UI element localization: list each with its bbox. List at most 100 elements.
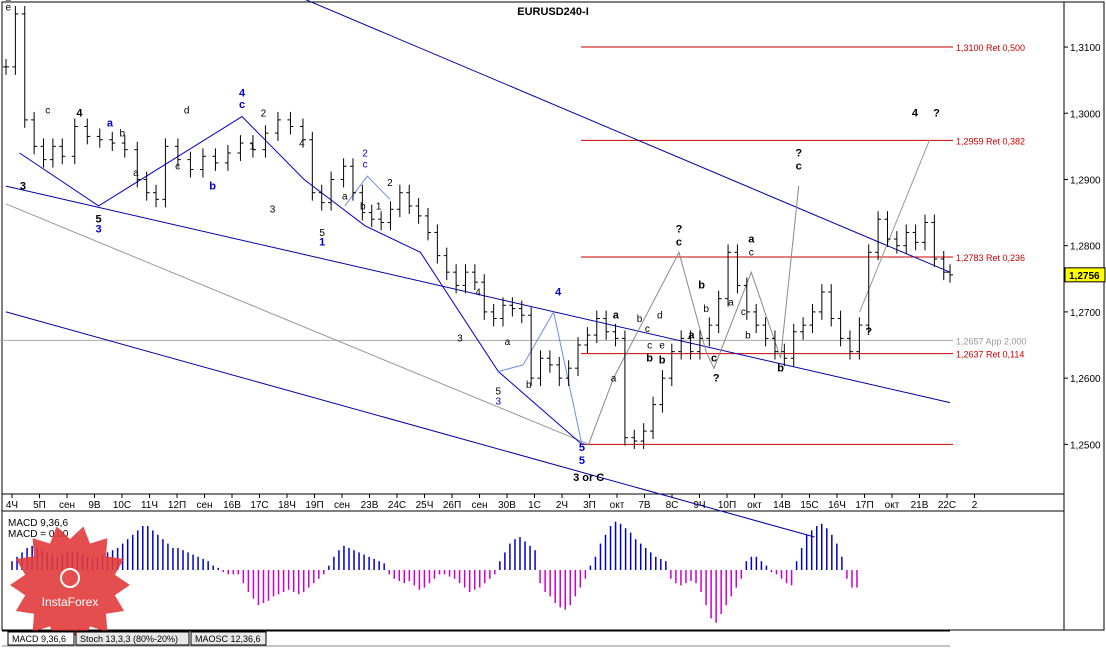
wave-label: 3 (496, 397, 502, 408)
wave-label: 2 (362, 148, 368, 159)
x-tick-label: сен (334, 500, 350, 511)
wave-label: ? (795, 147, 802, 159)
wave-label: a (107, 118, 114, 130)
wave-label: 5 (496, 387, 502, 398)
y-tick-label: 1,3000 (1070, 109, 1101, 120)
wave-label: 5 (579, 442, 585, 454)
x-tick-label: 1С (528, 500, 541, 511)
channel-line (5, 311, 815, 538)
window-frame (1, 1, 1105, 631)
wave-label: 3 (457, 334, 463, 345)
wave-label: b (526, 380, 532, 391)
y-tick-label: 1,2800 (1070, 242, 1101, 253)
y-tick-label: 1,2500 (1070, 440, 1101, 451)
wave-label: a (728, 297, 734, 308)
tab-maosc[interactable] (190, 631, 267, 646)
wave-label: 2 (261, 109, 267, 120)
logo-text: InstaForex (42, 595, 99, 609)
wave-label: 3 (96, 223, 102, 235)
x-tick-label: 16В (223, 500, 241, 511)
wave-label: c (647, 340, 652, 351)
wave-label: c (796, 161, 802, 173)
app-level-label: 1,2657 App 2,000 (956, 336, 1027, 346)
fib-level-label: 1,2637 Ret 0,114 (956, 350, 1024, 360)
wave-line (19, 115, 583, 445)
x-tick-label: окт (885, 500, 900, 511)
x-tick-label: 9В (88, 500, 101, 511)
x-tick-label: сен (471, 500, 487, 511)
x-tick-label: 18Ч (278, 500, 296, 511)
indicator-tabs: MACD 9,36,6 Stoch 13,3,3 (80%-20%) MAOSC… (2, 630, 950, 647)
wave-label: 3 (270, 205, 276, 216)
x-tick-label: 2Ч (556, 500, 568, 511)
x-tick-label: 8С (666, 500, 679, 511)
wave-label: c (645, 324, 650, 335)
x-tick-label: 7В (638, 500, 651, 511)
x-tick-label: сен (59, 500, 75, 511)
wave-label: 3 (20, 180, 26, 192)
wave-label: ? (713, 372, 720, 384)
wave-label: c (741, 307, 746, 318)
x-tick-label: 12П (168, 500, 186, 511)
logo-starburst (10, 526, 130, 644)
channel-line (305, 0, 951, 273)
wave-label: 5 (579, 455, 585, 467)
instaforex-logo: InstaForex (10, 526, 130, 644)
wave-label: b (209, 180, 216, 192)
wave-label: c (175, 162, 180, 173)
wave-label: e (659, 340, 665, 351)
wave-label: 3 or C (573, 472, 604, 484)
fib-level-label: 1,3100 Ret 0,500 (956, 43, 1025, 53)
wave-label: a (613, 310, 620, 322)
wave-label: ? (933, 108, 940, 120)
wave-label: a (133, 168, 139, 179)
wave-label: 2 (5, 0, 11, 4)
wave-label: a (688, 329, 695, 341)
x-tick-label: 17П (855, 500, 873, 511)
x-tick-label: 15С (800, 500, 818, 511)
wave-label: 1 (319, 237, 325, 249)
wave-label: b (646, 353, 653, 365)
wave-label: b (777, 363, 784, 375)
x-tick-label: 26П (443, 500, 461, 511)
wave-label: c (45, 105, 50, 116)
x-tick-label: 16Ч (828, 500, 846, 511)
wave-label: a (342, 191, 348, 202)
wave-label: b (745, 330, 751, 341)
wave-label: b (120, 128, 126, 139)
wave-label: 5 (96, 214, 102, 226)
x-tick-label: 10С (113, 500, 131, 511)
wave-label: b (360, 201, 366, 212)
wave-label: ? (676, 223, 683, 235)
price-pane: 1,3100 1,3000 1,2900 1,2800 1,2700 1,2600 1,25… (0, 0, 1106, 538)
x-tick-label: окт (610, 500, 625, 511)
wave-label: 4 (239, 88, 246, 100)
projection-line (859, 139, 931, 313)
x-tick-label: 21В (911, 500, 929, 511)
wave-label: 2 (387, 178, 393, 189)
wave-label: a (748, 233, 755, 245)
projection-line (5, 203, 589, 445)
x-tick-label: окт (747, 500, 762, 511)
channel-line (5, 185, 951, 404)
y-tick-label: 1,3100 (1070, 43, 1101, 54)
wave-label: 4 (555, 286, 562, 298)
x-tick-label: 5П (33, 500, 46, 511)
x-tick-label: 19П (305, 500, 323, 511)
x-tick-label: 30В (498, 500, 516, 511)
x-tick-label: 2 (972, 500, 978, 511)
wave-label: e (5, 3, 11, 14)
wave-label: 5 (319, 228, 325, 239)
wave-label: 4 (475, 287, 481, 298)
x-tick-label: 24С (388, 500, 406, 511)
x-tick-label: 11Ч (141, 500, 158, 511)
tab-macd[interactable] (7, 631, 75, 646)
wave-label: b (637, 314, 643, 325)
tab-stoch[interactable] (75, 631, 190, 646)
wave-label: 4 (299, 138, 305, 149)
wave-label: 4 (76, 108, 83, 120)
current-price-label: 1,2756 (1069, 271, 1100, 282)
wave-label: b (703, 304, 709, 315)
